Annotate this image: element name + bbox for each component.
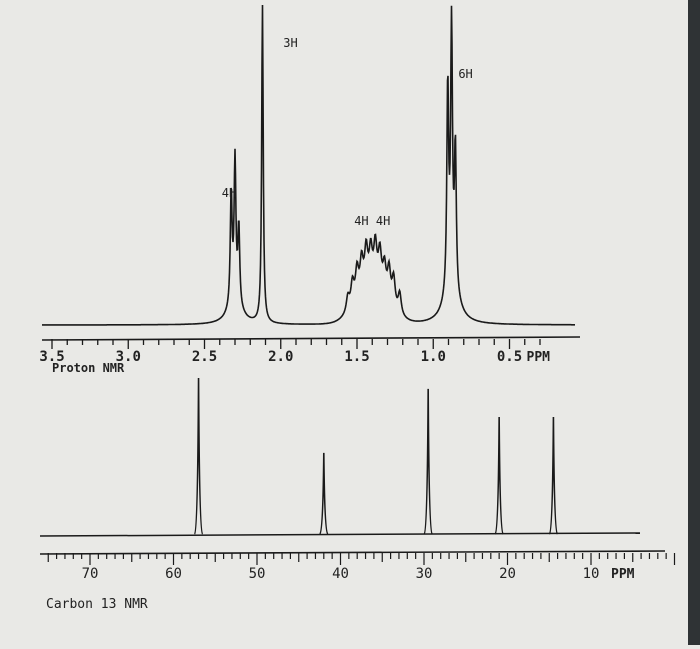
carbon-nmr-spectrum: 70 60 50 40 30 20 10 PPM Carbon 13 NMR [39,377,676,612]
integration-label: 6H [458,67,472,81]
proton-axis-tick-labels: 3.5 3.0 2.5 2.0 1.5 1.0 0.5 [39,349,522,365]
carbon-baseline [39,532,641,537]
carbon-tick-label: 30 [416,566,433,582]
integration-label: 4H 4H [354,214,390,228]
carbon-peak [319,452,329,535]
proton-axis-ticks [51,339,541,349]
proton-integration-labels: 4H 3H 4H 4H 6H [222,36,473,228]
carbon-peak [193,377,204,535]
carbon-tick-label: 60 [165,566,182,582]
integration-label: 4H [222,186,236,200]
carbon-chart-title: Carbon 13 NMR [46,597,148,612]
carbon-peaks [193,377,559,535]
carbon-tick-label: 20 [499,566,516,582]
proton-tick-label: 3.0 [116,349,141,365]
carbon-peak [423,388,433,535]
proton-axis-unit: PPM [527,350,551,365]
integration-label: 3H [283,36,297,50]
nmr-spectra-svg: 3.5 3.0 2.5 2.0 1.5 1.0 0.5 PPM Proton NMR 4H 3… [39,4,676,612]
proton-tick-label: 0.5 [497,349,522,365]
proton-ppm-axis [41,336,581,341]
proton-spectrum-line [42,4,575,326]
carbon-peak [548,416,559,535]
proton-tick-label: 1.5 [344,349,369,365]
carbon-axis-tick-labels: 70 60 50 40 30 20 10 [82,566,600,582]
carbon-tick-label: 10 [583,566,600,582]
proton-tick-label: 1.0 [421,349,446,365]
screen-edge [688,0,700,645]
proton-nmr-spectrum: 3.5 3.0 2.5 2.0 1.5 1.0 0.5 PPM Proton NMR 4H 3… [39,4,581,375]
proton-tick-label: 2.0 [268,349,293,365]
carbon-tick-label: 40 [332,566,349,582]
carbon-axis-unit: PPM [611,567,635,582]
carbon-tick-label: 70 [82,566,99,582]
carbon-axis-ticks [47,553,676,565]
proton-tick-label: 2.5 [192,349,217,365]
carbon-peak [494,416,504,535]
proton-chart-title: Proton NMR [52,361,125,375]
carbon-ppm-axis [39,550,666,555]
proton-tick-label: 3.5 [39,349,64,365]
carbon-tick-label: 50 [249,566,266,582]
